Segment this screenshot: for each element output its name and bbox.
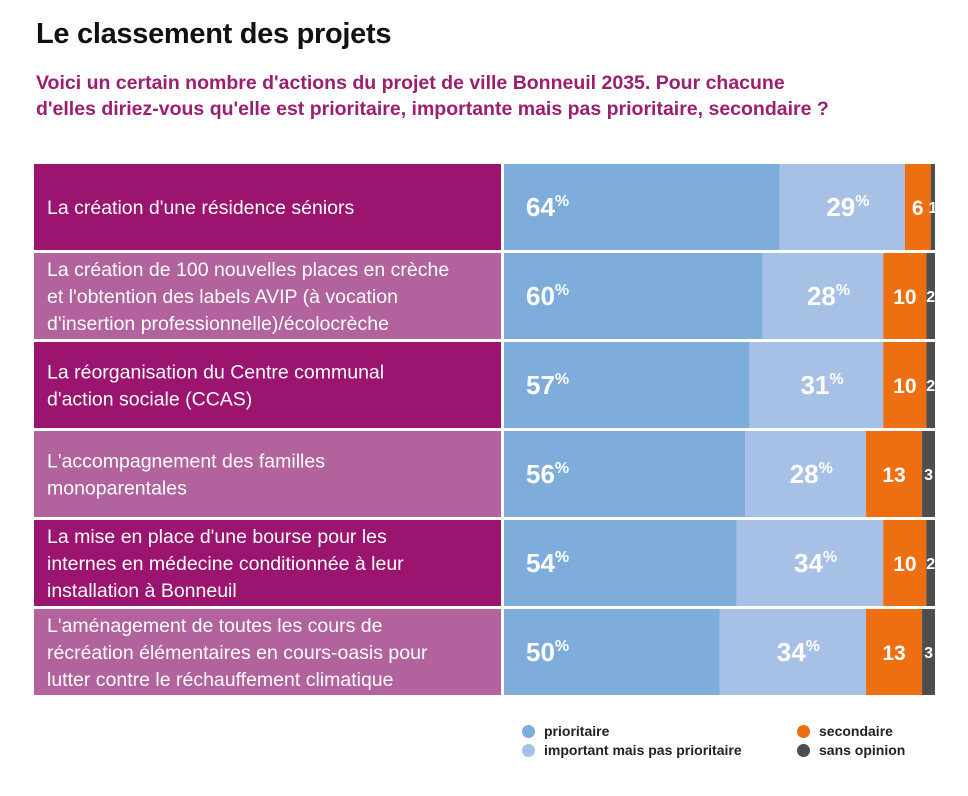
legend-swatch-important — [522, 743, 535, 757]
bar-segment — [736, 520, 884, 606]
row-label-bg — [34, 609, 501, 695]
data-label: 50% — [526, 637, 569, 667]
legend-item-important: important mais pas prioritaire — [522, 742, 742, 758]
bar-segment — [504, 431, 746, 517]
data-label: 56% — [526, 459, 569, 489]
legend-label-prioritaire: prioritaire — [544, 723, 610, 739]
legend-swatch-secondaire — [797, 724, 810, 738]
legend-item-prioritaire: prioritaire — [522, 723, 609, 739]
row-label-line: lutter contre le réchauffement climatiqu… — [47, 669, 394, 691]
data-label: 10 — [893, 375, 916, 398]
bar-segment — [504, 164, 780, 250]
bar-segment — [883, 520, 927, 606]
row-label-bg — [34, 253, 501, 339]
bar-segment — [866, 609, 923, 695]
data-label: 34% — [777, 637, 820, 667]
bar-segment — [926, 253, 935, 339]
row-label-line: La création d'une résidence séniors — [47, 197, 354, 219]
data-label: 13 — [882, 464, 905, 487]
bar-segment — [883, 253, 927, 339]
bar-segment — [883, 342, 927, 428]
data-label: 57% — [526, 370, 569, 400]
row-label-line: et l'obtention des labels AVIP (à vocati… — [47, 286, 398, 308]
data-label: 13 — [882, 642, 905, 665]
data-label: 28% — [790, 459, 833, 489]
row-label-line: d'action sociale (CCAS) — [47, 389, 252, 411]
row-label-line: monoparentales — [47, 478, 187, 500]
bar-segment — [922, 431, 935, 517]
bar-segment — [762, 253, 884, 339]
row-label-bg — [34, 164, 501, 250]
data-label: 31% — [800, 370, 843, 400]
bar-segment — [866, 431, 923, 517]
row-label-line: L'aménagement de toutes les cours de — [47, 615, 382, 637]
bar-segment — [779, 164, 905, 250]
bar-segment — [504, 609, 720, 695]
row-label-bg — [34, 431, 501, 517]
legend-label-secondaire: secondaire — [819, 723, 893, 739]
row-label-line: L'accompagnement des familles — [47, 451, 325, 473]
data-label: 60% — [526, 281, 569, 311]
legend-item-sans-opinion: sans opinion — [797, 742, 905, 758]
data-label: 2 — [926, 378, 935, 395]
data-label: 54% — [526, 548, 569, 578]
data-label: 3 — [924, 645, 933, 662]
row-label-line: La mise en place d'une bourse pour les — [47, 526, 387, 548]
legend-swatch-prioritaire — [522, 724, 535, 738]
data-label: 10 — [893, 286, 916, 309]
bar-segment — [504, 342, 750, 428]
bar-segment — [719, 609, 867, 695]
stacked-bar-chart: La création d'une résidence séniors 64% 29… — [34, 164, 937, 695]
bar-segment — [504, 520, 737, 606]
bar-segment — [926, 342, 935, 428]
data-label: 2 — [926, 556, 935, 573]
data-label: 2 — [926, 289, 935, 306]
data-label: 64% — [526, 192, 569, 222]
bar-segment — [926, 520, 935, 606]
chart-title: Le classement des projets — [36, 18, 392, 50]
row-label-line: récréation élémentaires en cours-oasis p… — [47, 642, 428, 664]
bar-segment — [745, 431, 867, 517]
row-label-line: internes en médecine conditionnée à leur — [47, 553, 404, 575]
chart-subtitle: Voici un certain nombre d'actions du pro… — [36, 72, 829, 120]
row-label-line: La création de 100 nouvelles places en c… — [47, 259, 449, 281]
row-label-line: La réorganisation du Centre communal — [47, 362, 384, 384]
row-label-line: installation à Bonneuil — [47, 580, 237, 602]
bar-segment — [504, 253, 763, 339]
row-label-line: d'insertion professionnelle)/écolocrèche — [47, 313, 389, 335]
legend-swatch-sans-opinion — [797, 743, 810, 757]
legend-label-important: important mais pas prioritaire — [544, 742, 742, 758]
row-label-bg — [34, 520, 501, 606]
bar-segment — [904, 164, 931, 250]
row-label-bg — [34, 342, 501, 428]
data-label: 1 — [928, 200, 937, 217]
data-label: 3 — [924, 467, 933, 484]
data-label: 29% — [826, 192, 869, 222]
data-label: 28% — [807, 281, 850, 311]
legend-item-secondaire: secondaire — [797, 723, 893, 739]
bar-segment — [922, 609, 935, 695]
data-label: 6 — [912, 197, 924, 220]
bar-segment — [930, 164, 935, 250]
bar-segment — [749, 342, 884, 428]
legend-label-sans-opinion: sans opinion — [819, 742, 906, 758]
data-label: 34% — [794, 548, 837, 578]
data-label: 10 — [893, 553, 916, 576]
